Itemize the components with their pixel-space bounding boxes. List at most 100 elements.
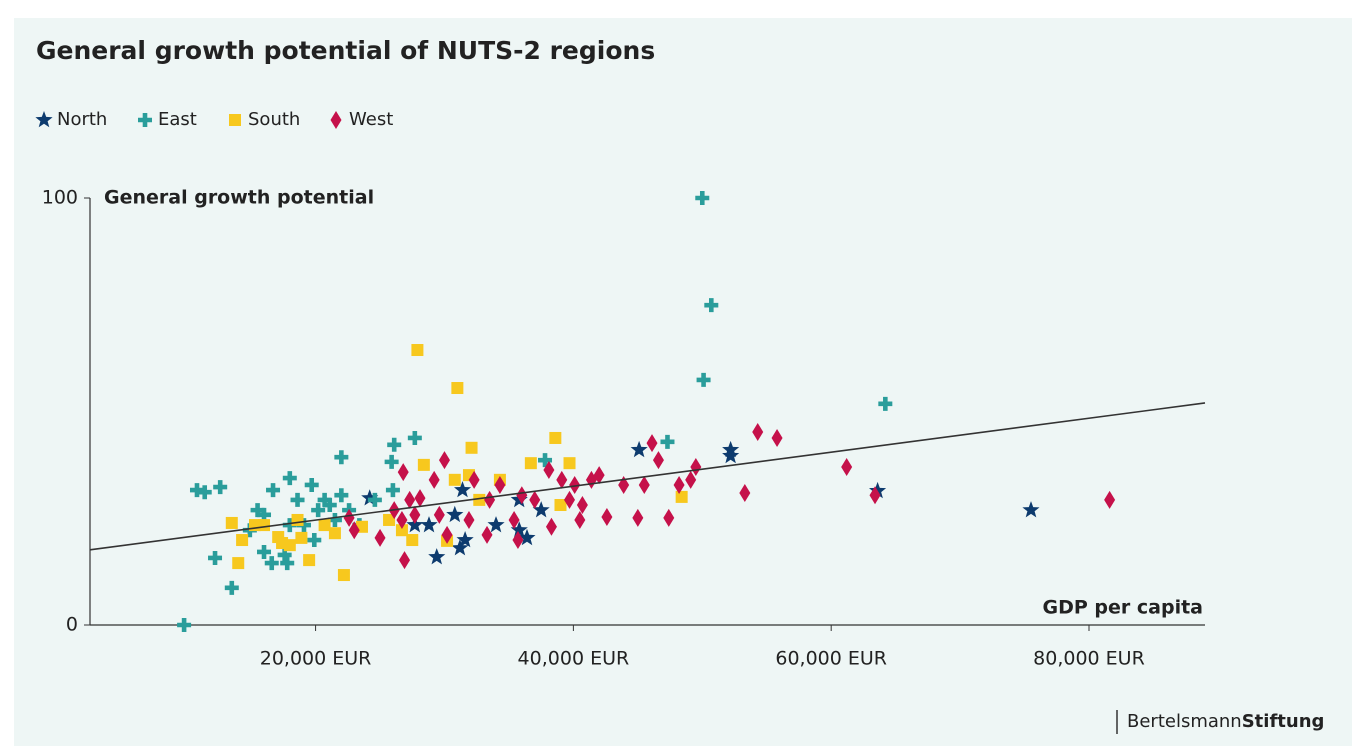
x-axis-label: GDP per capita: [1043, 597, 1203, 619]
diamond-marker: [330, 111, 342, 129]
cross-marker: [250, 503, 265, 518]
cross-marker: [660, 434, 675, 449]
diamond-marker: [343, 508, 355, 527]
square-marker: [554, 499, 567, 512]
diamond-marker: [428, 470, 440, 489]
diamond-marker: [638, 475, 650, 494]
x-tick-label: 60,000 EUR: [775, 648, 887, 670]
diamond-marker: [399, 551, 411, 570]
diamond-marker: [556, 470, 568, 489]
diamond-marker: [752, 422, 764, 441]
diamond-marker: [348, 521, 360, 540]
brand-regular: Bertelsmann: [1127, 711, 1242, 732]
diamond-marker: [564, 490, 576, 509]
diamond-marker: [1104, 490, 1116, 509]
star-marker: [532, 501, 550, 518]
star-marker: [510, 521, 528, 538]
diamond-marker: [576, 496, 588, 515]
x-tick-label: 40,000 EUR: [518, 648, 630, 670]
square-marker: [283, 539, 296, 552]
cross-marker: [257, 507, 272, 522]
diamond-marker: [396, 510, 408, 529]
cross-marker: [177, 618, 192, 632]
square-marker: [225, 516, 238, 529]
diamond-marker: [397, 463, 409, 482]
diamond-marker: [404, 490, 416, 509]
diamond-marker: [516, 486, 528, 505]
cross-marker: [304, 477, 319, 492]
diamond-marker: [463, 510, 475, 529]
square-marker: [291, 513, 304, 526]
diamond-marker: [374, 528, 386, 547]
diamond-marker: [869, 486, 881, 505]
diamond-marker: [409, 505, 421, 524]
star-marker: [518, 528, 536, 546]
cross-marker: [384, 454, 399, 469]
cross-marker: [334, 488, 349, 503]
diamond-marker: [593, 466, 605, 485]
square-marker: [395, 524, 408, 537]
square-marker: [524, 457, 537, 470]
square-marker: [328, 527, 341, 540]
diamond-marker: [414, 489, 426, 508]
star-marker: [361, 489, 379, 506]
brand-bold: Stiftung: [1242, 711, 1325, 732]
square-marker: [295, 531, 308, 544]
square-marker: [232, 557, 245, 570]
y-tick-label: 100: [42, 187, 78, 209]
diamond-marker: [543, 460, 555, 479]
cross-marker: [322, 498, 337, 513]
diamond-marker: [673, 475, 685, 494]
legend-label: West: [349, 109, 393, 130]
star-marker: [456, 531, 474, 548]
chart-title: General growth potential of NUTS-2 regio…: [36, 36, 655, 65]
star-marker: [487, 516, 505, 533]
cross-marker: [307, 533, 322, 548]
cross-marker: [695, 191, 710, 205]
diamond-marker: [574, 510, 586, 529]
cross-marker: [208, 550, 223, 565]
diamond-marker: [739, 484, 751, 503]
cross-marker: [290, 492, 305, 507]
cross-marker: [266, 483, 281, 498]
diamond-marker: [632, 508, 644, 527]
star-marker: [722, 446, 740, 464]
star-marker: [406, 516, 424, 533]
legend-label: South: [248, 109, 300, 130]
cross-marker: [367, 492, 382, 507]
cross-marker: [311, 503, 326, 518]
diamond-marker: [690, 458, 702, 477]
cross-marker: [317, 492, 332, 507]
cross-marker: [277, 547, 292, 562]
star-marker: [454, 481, 472, 498]
cross-marker: [197, 485, 212, 500]
square-marker: [383, 513, 396, 526]
star-marker: [869, 481, 887, 499]
diamond-marker: [512, 531, 524, 550]
cross-marker: [257, 544, 272, 559]
diamond-marker: [569, 475, 581, 494]
cross-marker: [387, 437, 402, 452]
square-marker: [303, 554, 316, 567]
x-tick-label: 80,000 EUR: [1033, 648, 1145, 670]
diamond-marker: [433, 505, 445, 524]
diamond-marker: [529, 490, 541, 509]
diamond-marker: [484, 490, 496, 509]
cross-marker: [264, 556, 279, 571]
cross-marker: [696, 372, 711, 387]
y-tick-label: 0: [66, 614, 78, 636]
cross-marker: [704, 298, 719, 313]
star-marker: [1022, 501, 1040, 518]
star-marker: [446, 505, 464, 523]
cross-marker: [282, 518, 297, 533]
cross-marker: [189, 483, 204, 498]
cross-marker: [385, 483, 400, 498]
square-marker: [229, 114, 241, 126]
square-marker: [248, 519, 261, 532]
star-marker: [428, 548, 446, 565]
cross-marker: [224, 580, 239, 595]
x-tick-label: 20,000 EUR: [260, 648, 372, 670]
square-marker: [318, 519, 331, 532]
cross-marker: [878, 396, 893, 411]
